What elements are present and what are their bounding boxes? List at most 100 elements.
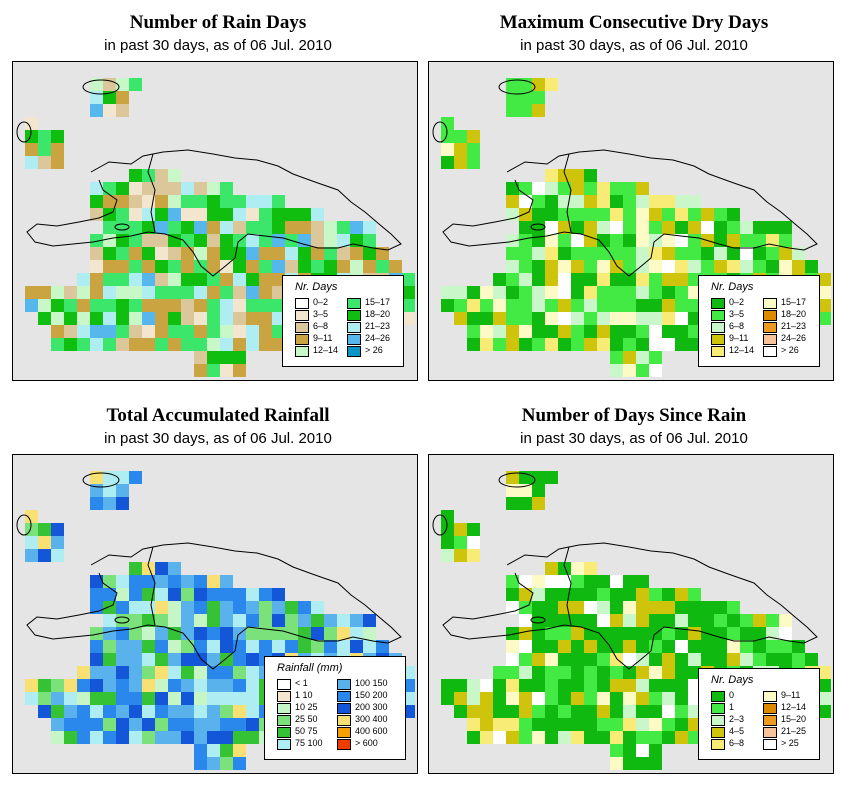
grid-cell bbox=[38, 692, 51, 705]
grid-cell bbox=[207, 575, 220, 588]
grid-cell bbox=[558, 234, 571, 247]
grid-cell bbox=[649, 692, 662, 705]
grid-cell bbox=[818, 692, 831, 705]
grid-cell bbox=[233, 744, 246, 757]
grid-cell bbox=[753, 653, 766, 666]
grid-cell bbox=[675, 640, 688, 653]
grid-cell bbox=[610, 627, 623, 640]
grid-cell bbox=[103, 588, 116, 601]
grid-cell bbox=[103, 104, 116, 117]
grid-cell bbox=[558, 182, 571, 195]
grid-cell bbox=[350, 260, 363, 273]
grid-cell bbox=[116, 718, 129, 731]
grid-cell bbox=[168, 338, 181, 351]
grid-cell bbox=[441, 117, 454, 130]
grid-cell bbox=[571, 666, 584, 679]
grid-cell bbox=[532, 588, 545, 601]
legend-label: 21–25 bbox=[781, 726, 807, 736]
grid-cell bbox=[129, 234, 142, 247]
grid-cell bbox=[701, 614, 714, 627]
grid-cell bbox=[233, 364, 246, 377]
grid-cell bbox=[51, 312, 64, 325]
grid-cell bbox=[285, 247, 298, 260]
grid-cell bbox=[181, 705, 194, 718]
grid-cell bbox=[662, 640, 675, 653]
grid-cell bbox=[623, 325, 636, 338]
grid-cell bbox=[233, 679, 246, 692]
grid-cell bbox=[116, 601, 129, 614]
grid-cell bbox=[714, 653, 727, 666]
grid-cell bbox=[675, 614, 688, 627]
grid-cell bbox=[116, 299, 129, 312]
grid-cell bbox=[246, 208, 259, 221]
grid-cell bbox=[181, 627, 194, 640]
grid-cell bbox=[636, 234, 649, 247]
grid-cell bbox=[506, 247, 519, 260]
grid-cell bbox=[181, 338, 194, 351]
grid-cell bbox=[584, 286, 597, 299]
grid-cell bbox=[506, 312, 519, 325]
grid-cell bbox=[207, 299, 220, 312]
grid-cell bbox=[129, 260, 142, 273]
grid-cell bbox=[129, 169, 142, 182]
grid-cell bbox=[792, 653, 805, 666]
grid-cell bbox=[493, 299, 506, 312]
grid-cell bbox=[584, 299, 597, 312]
grid-cell bbox=[779, 247, 792, 260]
grid-cell bbox=[493, 325, 506, 338]
grid-cell bbox=[519, 325, 532, 338]
panel-subtitle: in past 30 days, as of 06 Jul. 2010 bbox=[520, 37, 748, 54]
coastline bbox=[16, 472, 402, 670]
grid-cell bbox=[25, 549, 38, 562]
grid-cell bbox=[584, 640, 597, 653]
grid-cell bbox=[129, 286, 142, 299]
grid-cell bbox=[688, 731, 701, 744]
grid-cell bbox=[220, 364, 233, 377]
grid-cell bbox=[532, 273, 545, 286]
grid-cell bbox=[636, 731, 649, 744]
grid-cell bbox=[220, 221, 233, 234]
grid-cell bbox=[181, 614, 194, 627]
legend-swatch bbox=[763, 334, 777, 345]
grid-cell bbox=[142, 640, 155, 653]
grid-cell bbox=[636, 286, 649, 299]
grid-cell bbox=[519, 731, 532, 744]
grid-cell bbox=[480, 312, 493, 325]
grid-cell bbox=[116, 731, 129, 744]
grid-cell bbox=[493, 338, 506, 351]
grid-cell bbox=[662, 221, 675, 234]
grid-cell bbox=[649, 338, 662, 351]
grid-cell bbox=[220, 195, 233, 208]
grid-cell bbox=[688, 195, 701, 208]
grid-cell bbox=[597, 692, 610, 705]
grid-cell bbox=[623, 234, 636, 247]
grid-cell bbox=[194, 208, 207, 221]
grid-cell bbox=[597, 640, 610, 653]
grid-cell bbox=[168, 679, 181, 692]
grid-cell bbox=[103, 705, 116, 718]
grid-cell bbox=[246, 273, 259, 286]
grid-cell bbox=[129, 208, 142, 221]
grid-cell bbox=[233, 614, 246, 627]
grid-cell bbox=[259, 247, 272, 260]
panel-title: Number of Days Since Rain bbox=[521, 405, 747, 426]
grid-cell bbox=[181, 247, 194, 260]
grid-cell bbox=[259, 286, 272, 299]
grid-cell bbox=[129, 627, 142, 640]
grid-cell bbox=[662, 666, 675, 679]
grid-cell bbox=[129, 195, 142, 208]
grid-cell bbox=[623, 744, 636, 757]
legend-label: 6–8 bbox=[729, 321, 745, 331]
grid-cell bbox=[181, 234, 194, 247]
grid-cell bbox=[233, 757, 246, 770]
grid-cell bbox=[506, 692, 519, 705]
grid-cell bbox=[675, 731, 688, 744]
grid-cell bbox=[623, 299, 636, 312]
grid-cell bbox=[688, 666, 701, 679]
grid-cell bbox=[623, 679, 636, 692]
grid-cell bbox=[584, 260, 597, 273]
coastline bbox=[432, 472, 818, 670]
grid-cell bbox=[233, 299, 246, 312]
grid-cell bbox=[623, 312, 636, 325]
coastline-path bbox=[26, 149, 402, 277]
